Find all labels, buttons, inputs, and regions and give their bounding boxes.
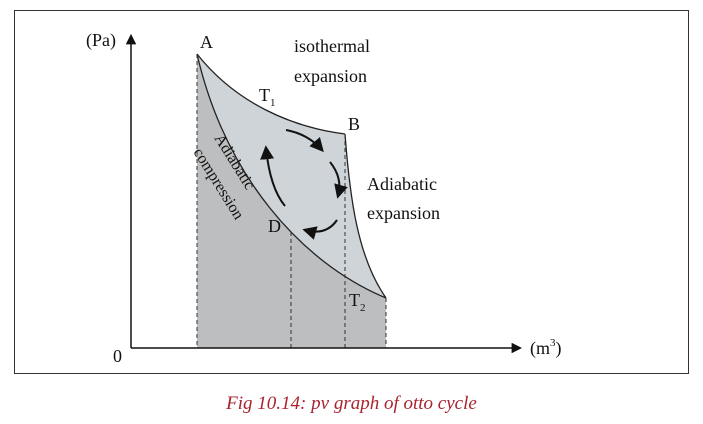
- cycle-arrow-bottom: [302, 219, 338, 240]
- adiabatic-expansion-label-line2: expansion: [367, 203, 440, 223]
- adiabatic-expansion-label-line1: Adiabatic: [367, 174, 437, 194]
- y-axis-unit: (Pa): [86, 30, 116, 51]
- x-axis-unit: (m3): [530, 337, 562, 359]
- cycle-region: [197, 54, 386, 298]
- isothermal-curve: [196, 53, 346, 135]
- t1-label: T1: [259, 85, 276, 109]
- adiabatic-expansion-curve: [344, 133, 387, 299]
- area-under-curve: [197, 54, 386, 348]
- isothermal-label-line2: expansion: [294, 66, 367, 86]
- t2-label: T2: [349, 290, 366, 314]
- point-b-label: B: [348, 114, 360, 134]
- diagram-frame: [14, 10, 689, 374]
- point-a-label: A: [200, 32, 213, 52]
- point-d-label: D: [268, 216, 281, 236]
- cycle-arrow-right: [329, 161, 348, 199]
- cycle-arrow-left: [260, 145, 286, 207]
- isothermal-label-line1: isothermal: [294, 36, 370, 56]
- origin-label: 0: [113, 346, 122, 366]
- figure-caption: Fig 10.14: pv graph of otto cycle: [226, 393, 477, 414]
- cycle-arrow-top: [285, 129, 324, 153]
- adiabatic-compression-curve: [196, 53, 387, 299]
